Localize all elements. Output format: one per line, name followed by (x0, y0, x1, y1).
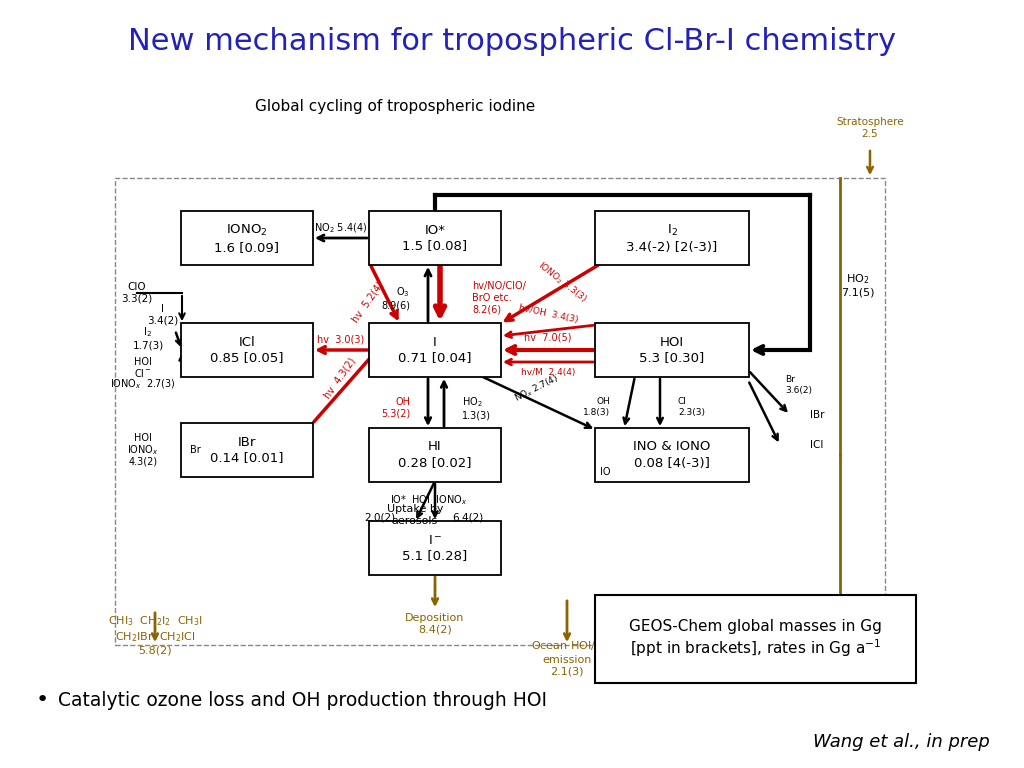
Text: hv/OH  3.4(3): hv/OH 3.4(3) (517, 303, 579, 325)
Text: 2.0(2): 2.0(2) (365, 513, 395, 523)
Text: Global cycling of tropospheric iodine: Global cycling of tropospheric iodine (255, 100, 536, 114)
Text: hv/NO/ClO/
BrO etc.
8.2(6): hv/NO/ClO/ BrO etc. 8.2(6) (472, 281, 526, 315)
Text: ICl
0.85 [0.05]: ICl 0.85 [0.05] (210, 336, 284, 365)
Text: HOI: HOI (134, 357, 152, 367)
Text: I
3.4(2): I 3.4(2) (147, 304, 178, 326)
FancyBboxPatch shape (181, 323, 313, 377)
Text: Catalytic ozone loss and OH production through HOI: Catalytic ozone loss and OH production t… (58, 690, 547, 710)
Text: ICl: ICl (810, 440, 823, 450)
Text: O$_3$
8.9(6): O$_3$ 8.9(6) (381, 285, 410, 311)
Text: 4.3(2): 4.3(2) (128, 457, 158, 467)
Text: hv  7.0(5): hv 7.0(5) (524, 333, 571, 343)
Text: IONO$_x$  2.7(3): IONO$_x$ 2.7(3) (110, 377, 176, 391)
Text: Br
3.6(2): Br 3.6(2) (785, 376, 812, 395)
Text: HOI
5.3 [0.30]: HOI 5.3 [0.30] (639, 336, 705, 365)
Text: hv  5.2(4): hv 5.2(4) (350, 280, 386, 324)
Text: NO$_2$ 5.4(4): NO$_2$ 5.4(4) (314, 221, 368, 235)
FancyBboxPatch shape (369, 428, 501, 482)
FancyBboxPatch shape (595, 211, 749, 265)
Text: HO$_2$
1.3(3): HO$_2$ 1.3(3) (462, 396, 490, 421)
Text: hv/M  2.4(4): hv/M 2.4(4) (521, 368, 575, 376)
Text: •: • (36, 690, 48, 710)
Text: Deposition
1.9(3): Deposition 1.9(3) (810, 624, 869, 646)
Text: IO*  HOI  IONO$_x$: IO* HOI IONO$_x$ (390, 493, 467, 507)
Text: GEOS-Chem global masses in Gg
[ppt in brackets], rates in Gg a$^{-1}$: GEOS-Chem global masses in Gg [ppt in br… (629, 619, 882, 659)
FancyBboxPatch shape (181, 211, 313, 265)
Text: ClO
3.3(2): ClO 3.3(2) (122, 282, 153, 304)
Text: Wang et al., in prep: Wang et al., in prep (813, 733, 990, 751)
Text: Cl
2.3(3): Cl 2.3(3) (678, 397, 705, 417)
Text: HO$_2$
7.1(5): HO$_2$ 7.1(5) (842, 273, 874, 298)
Text: OH
1.8(3): OH 1.8(3) (583, 397, 610, 417)
Text: Deposition
8.4(2): Deposition 8.4(2) (406, 613, 465, 635)
Text: Uptake by
aerosols: Uptake by aerosols (387, 505, 443, 526)
Text: OH
5.3(2): OH 5.3(2) (381, 397, 410, 419)
FancyBboxPatch shape (181, 423, 313, 477)
Text: HOI: HOI (134, 433, 152, 443)
Text: I$_2$
1.7(3): I$_2$ 1.7(3) (132, 326, 164, 351)
Text: Cl$^-$: Cl$^-$ (134, 367, 152, 379)
Text: IONO$_2$ 3.3(3): IONO$_2$ 3.3(3) (535, 259, 589, 305)
Text: INO & IONO
0.08 [4(-3)]: INO & IONO 0.08 [4(-3)] (633, 441, 711, 469)
Text: hv  4.3(2): hv 4.3(2) (323, 356, 357, 400)
Text: IBr: IBr (810, 410, 824, 420)
Text: CHI$_3$  CH$_2$I$_2$  CH$_3$I
CH$_2$IBr  CH$_2$ICl
5.8(2): CHI$_3$ CH$_2$I$_2$ CH$_3$I CH$_2$IBr CH… (108, 614, 203, 656)
Text: IO: IO (600, 467, 610, 477)
FancyBboxPatch shape (369, 211, 501, 265)
Text: HI
0.28 [0.02]: HI 0.28 [0.02] (398, 441, 472, 469)
Text: NO$_x$ 2.7(4): NO$_x$ 2.7(4) (513, 372, 561, 405)
Text: 6.4(2): 6.4(2) (453, 513, 483, 523)
FancyBboxPatch shape (369, 521, 501, 575)
Text: Ocean HOI/I$_2$
emission
2.1(3): Ocean HOI/I$_2$ emission 2.1(3) (530, 640, 603, 677)
Text: IONO$_2$
1.6 [0.09]: IONO$_2$ 1.6 [0.09] (214, 223, 280, 253)
FancyBboxPatch shape (369, 323, 501, 377)
Text: New mechanism for tropospheric Cl-Br-I chemistry: New mechanism for tropospheric Cl-Br-I c… (128, 28, 896, 57)
Text: Br: Br (189, 445, 201, 455)
FancyBboxPatch shape (595, 595, 916, 683)
FancyBboxPatch shape (595, 323, 749, 377)
FancyBboxPatch shape (595, 428, 749, 482)
Text: IONO$_x$: IONO$_x$ (127, 443, 159, 457)
Text: hv  3.0(3): hv 3.0(3) (317, 335, 365, 345)
Text: IBr
0.14 [0.01]: IBr 0.14 [0.01] (210, 435, 284, 465)
Text: I$_2$
3.4(-2) [2(-3)]: I$_2$ 3.4(-2) [2(-3)] (627, 223, 718, 253)
Text: IO*
1.5 [0.08]: IO* 1.5 [0.08] (402, 223, 468, 253)
Text: Stratosphere
2.5: Stratosphere 2.5 (837, 118, 904, 139)
Text: I$^-$
5.1 [0.28]: I$^-$ 5.1 [0.28] (402, 534, 468, 562)
Text: I
0.71 [0.04]: I 0.71 [0.04] (398, 336, 472, 365)
